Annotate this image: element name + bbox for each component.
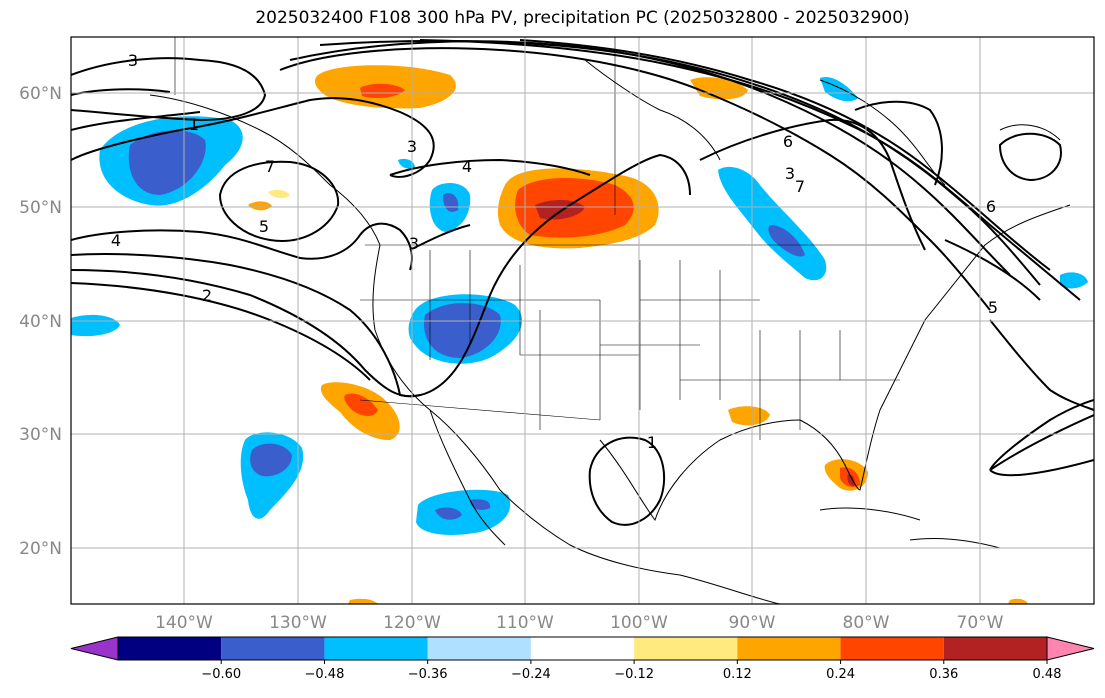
pv-label: 1 [189,115,199,134]
lon-label: 100°W [610,613,668,633]
colorbar-swatch [427,637,531,660]
colorbar-tick-label: −0.24 [511,667,551,682]
lat-label: 60°N [19,84,62,104]
pv-label: 4 [111,231,121,250]
pv-label: 4 [462,157,472,176]
lon-label: 130°W [269,613,327,633]
coastlines [149,59,1071,604]
lon-label: 70°W [957,613,1004,633]
colorbar-swatch [221,637,325,660]
lon-label: 120°W [383,613,441,633]
pv-label: 7 [265,157,275,176]
pv-contour-labels: 3 1 7 5 4 2 3 4 3 6 3 7 6 5 1 [111,51,998,452]
colorbar-swatch [840,637,944,660]
colorbar-tick-label: 0.24 [826,667,855,682]
longitude-labels: 140°W 130°W 120°W 110°W 100°W 90°W 80°W … [155,613,1004,633]
pv-label: 2 [202,286,212,305]
lon-label: 110°W [496,613,554,633]
lat-label: 30°N [19,425,62,445]
pv-label: 7 [795,177,805,196]
pv-label: 3 [128,51,138,70]
lat-label: 50°N [19,198,62,218]
pv-label: 6 [986,197,996,216]
colorbar-tick-label: −0.12 [614,667,654,682]
colorbar-swatch [530,637,635,660]
colorbar-tick-label: −0.48 [305,667,345,682]
pv-label: 3 [409,234,419,253]
state-borders [174,37,920,440]
colorbar-tick-label: −0.36 [408,667,448,682]
map-title: 2025032400 F108 300 hPa PV, precipitatio… [255,8,910,28]
lon-label: 140°W [155,613,213,633]
colorbar-extend-low [70,636,119,661]
lon-label: 80°W [843,613,890,633]
pv-label: 1 [647,433,657,452]
colorbar-frame [117,636,1048,661]
colorbar-swatch [324,637,428,660]
colorbar-tick-label: 0.12 [723,667,752,682]
pv-label: 3 [407,137,417,156]
lat-label: 40°N [19,312,62,332]
colorbar-extend-high [1046,636,1095,661]
pv-label: 5 [988,298,998,317]
lat-label: 20°N [19,539,62,559]
pv-label: 6 [783,132,793,151]
pv-label: 5 [259,217,269,236]
colorbar-swatch [634,637,738,660]
colorbar: −0.60 −0.48 −0.36 −0.24 −0.12 0.12 0.24 0.36 0.4… [70,636,1095,682]
colorbar-swatch [737,637,841,660]
graticule [71,37,1094,604]
colorbar-tick-label: 0.48 [1033,667,1062,682]
plot-frame [70,36,1095,605]
colorbar-tick-label: 0.36 [929,667,958,682]
lon-label: 90°W [729,613,776,633]
pv-label: 3 [785,164,795,183]
colorbar-tick-label: −0.60 [201,667,241,682]
latitude-labels: 60°N 50°N 40°N 30°N 20°N [19,84,62,559]
colorbar-swatch [118,637,222,660]
colorbar-swatch [943,637,1047,660]
